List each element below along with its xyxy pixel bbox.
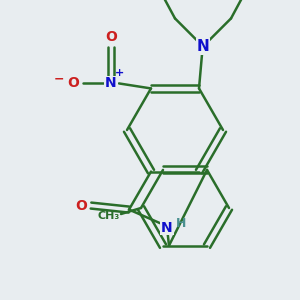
Text: N: N [161, 220, 173, 235]
Text: N: N [105, 76, 117, 90]
Text: −: − [54, 73, 64, 86]
Text: +: + [114, 68, 124, 78]
Text: N: N [196, 39, 209, 54]
Text: H: H [176, 217, 186, 230]
Text: O: O [67, 76, 79, 90]
Text: CH₃: CH₃ [98, 211, 120, 221]
Text: O: O [105, 30, 117, 44]
Text: O: O [75, 199, 87, 213]
